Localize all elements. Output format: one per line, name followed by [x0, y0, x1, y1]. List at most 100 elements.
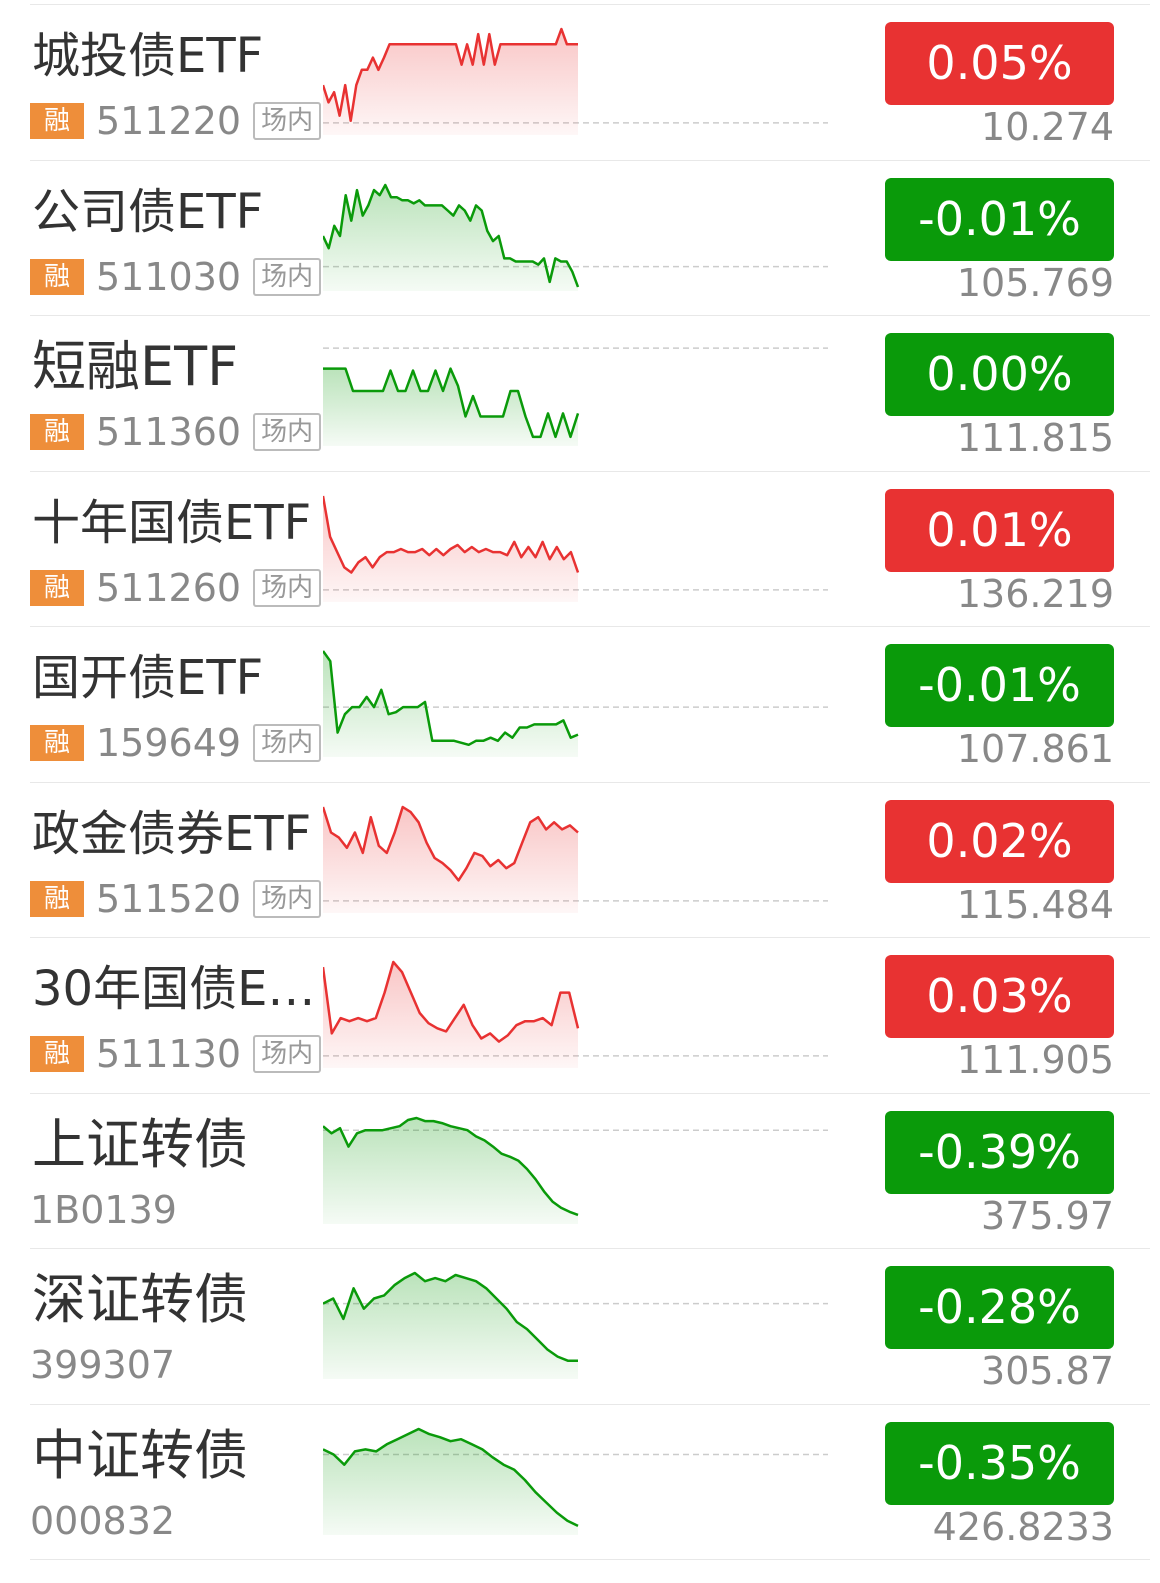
sparkline-area: [323, 29, 578, 135]
market-tag: 场内: [253, 102, 322, 140]
instrument-name: 公司债ETF: [32, 183, 264, 240]
sparkline-line: [323, 367, 580, 439]
quote-row[interactable]: 国开债ETF 融 159649 场内 -0.01% 107.861: [30, 627, 1150, 783]
margin-badge: 融: [30, 880, 84, 917]
last-price: 375.97: [981, 1193, 1114, 1238]
instrument-sub: 融 159649 场内: [30, 721, 322, 765]
instrument-name: 十年国债ETF: [32, 494, 312, 551]
market-tag: 场内: [253, 257, 322, 296]
instrument-sub: 融 511520 场内: [30, 876, 322, 921]
change-badge[interactable]: -0.28%: [885, 1266, 1114, 1349]
last-price: 111.905: [956, 1038, 1114, 1082]
instrument-sub: 399307: [30, 1343, 187, 1387]
sparkline-line: [323, 183, 580, 287]
change-badge[interactable]: 0.00%: [885, 333, 1114, 416]
sparkline-area: [323, 1117, 578, 1224]
instrument-code: 511520: [96, 876, 242, 921]
sparkline-line: [323, 805, 579, 882]
quote-row[interactable]: 城投债ETF 融 511220 场内 0.05% 10.274: [30, 5, 1150, 161]
sparkline-area: [323, 368, 578, 446]
last-price: 136.219: [956, 571, 1114, 616]
quote-row[interactable]: 短融ETF 融 511360 场内 0.00% 111.815: [30, 316, 1150, 472]
quote-row[interactable]: 十年国债ETF 融 511260 场内 0.01% 136.219: [30, 472, 1150, 627]
market-tag: 场内: [253, 568, 322, 607]
change-badge[interactable]: 0.05%: [885, 22, 1114, 105]
sparkline-line: [323, 495, 580, 574]
sparkline-line: [323, 960, 580, 1043]
sparkline-chart: [323, 495, 828, 602]
quote-row[interactable]: 政金债券ETF 融 511520 场内 0.02% 115.484: [30, 783, 1150, 938]
change-badge[interactable]: 0.03%: [885, 955, 1114, 1038]
sparkline-chart: [323, 27, 828, 135]
instrument-code: 000832: [30, 1498, 176, 1543]
sparkline-area: [323, 1273, 578, 1379]
margin-badge: 融: [30, 103, 84, 139]
instrument-code: 511260: [96, 565, 242, 610]
sparkline-line: [323, 1116, 579, 1216]
change-badge[interactable]: -0.01%: [885, 644, 1114, 727]
instrument-code: 511030: [96, 254, 242, 299]
margin-badge: 融: [30, 414, 84, 450]
change-badge[interactable]: 0.02%: [885, 799, 1114, 883]
sparkline-chart: [323, 805, 828, 913]
quote-row[interactable]: 上证转债 1B0139 -0.39% 375.97: [30, 1094, 1150, 1249]
instrument-name: 城投债ETF: [32, 28, 264, 84]
instrument-sub: 融 511360 场内: [30, 410, 322, 454]
instrument-name: 上证转债: [32, 1112, 248, 1176]
instrument-code: 511130: [96, 1032, 242, 1076]
instrument-name: 国开债ETF: [32, 650, 264, 706]
top-divider: [30, 4, 1150, 5]
market-tag: 场内: [253, 413, 322, 451]
sparkline-chart: [323, 1271, 828, 1379]
instrument-sub: 融 511260 场内: [30, 565, 322, 610]
sparkline-line: [323, 27, 578, 123]
sparkline-chart: [323, 1116, 828, 1224]
sparkline-line: [323, 1271, 578, 1362]
instrument-sub: 1B0139: [30, 1187, 189, 1232]
margin-badge: 融: [30, 725, 84, 761]
sparkline-area: [323, 962, 578, 1068]
sparkline-chart: [323, 650, 828, 757]
sparkline-area: [323, 184, 578, 291]
market-tag: 场内: [253, 1035, 322, 1073]
instrument-name: 30年国债ETF: [32, 961, 322, 1017]
last-price: 111.815: [956, 416, 1114, 460]
market-tag: 场内: [253, 879, 322, 918]
sparkline-chart: [323, 1427, 828, 1535]
quote-row[interactable]: 公司债ETF 融 511030 场内 -0.01% 105.769: [30, 161, 1150, 316]
instrument-code: 399307: [30, 1343, 176, 1387]
sparkline-chart: [323, 347, 828, 446]
sparkline-line: [323, 650, 579, 747]
margin-badge: 融: [30, 258, 84, 295]
instrument-code: 159649: [96, 721, 242, 765]
instrument-name: 深证转债: [32, 1268, 248, 1331]
quote-list[interactable]: 城投债ETF 融 511220 场内 0.05% 10.274 公司债ETF 融…: [0, 5, 1160, 1560]
instrument-code: 511360: [96, 410, 242, 454]
last-price: 10.274: [981, 105, 1114, 149]
sparkline-area: [323, 651, 578, 757]
change-badge[interactable]: -0.01%: [885, 177, 1114, 261]
sparkline-area: [323, 1428, 578, 1535]
instrument-sub: 融 511220 场内: [30, 99, 322, 143]
instrument-sub: 融 511030 场内: [30, 254, 322, 299]
sparkline-area: [323, 806, 578, 913]
change-badge[interactable]: 0.01%: [885, 488, 1114, 572]
sparkline-chart: [323, 183, 828, 291]
market-tag: 场内: [253, 724, 322, 762]
quote-row[interactable]: 中证转债 000832 -0.35% 426.8233: [30, 1405, 1150, 1560]
quote-row[interactable]: 30年国债ETF 融 511130 场内 0.03% 111.905: [30, 938, 1150, 1094]
instrument-name: 中证转债: [32, 1423, 248, 1487]
sparkline-line: [323, 1427, 579, 1527]
instrument-sub: 000832: [30, 1498, 187, 1543]
last-price: 105.769: [956, 260, 1114, 305]
margin-badge: 融: [30, 1036, 84, 1072]
instrument-name: 政金债券ETF: [32, 805, 312, 862]
change-badge[interactable]: -0.35%: [885, 1421, 1114, 1505]
last-price: 305.87: [981, 1349, 1114, 1393]
last-price: 115.484: [956, 882, 1114, 927]
change-badge[interactable]: -0.39%: [885, 1110, 1114, 1194]
instrument-sub: 融 511130 场内: [30, 1032, 322, 1076]
quote-row[interactable]: 深证转债 399307 -0.28% 305.87: [30, 1249, 1150, 1405]
instrument-code: 1B0139: [30, 1187, 177, 1232]
margin-badge: 融: [30, 569, 84, 606]
